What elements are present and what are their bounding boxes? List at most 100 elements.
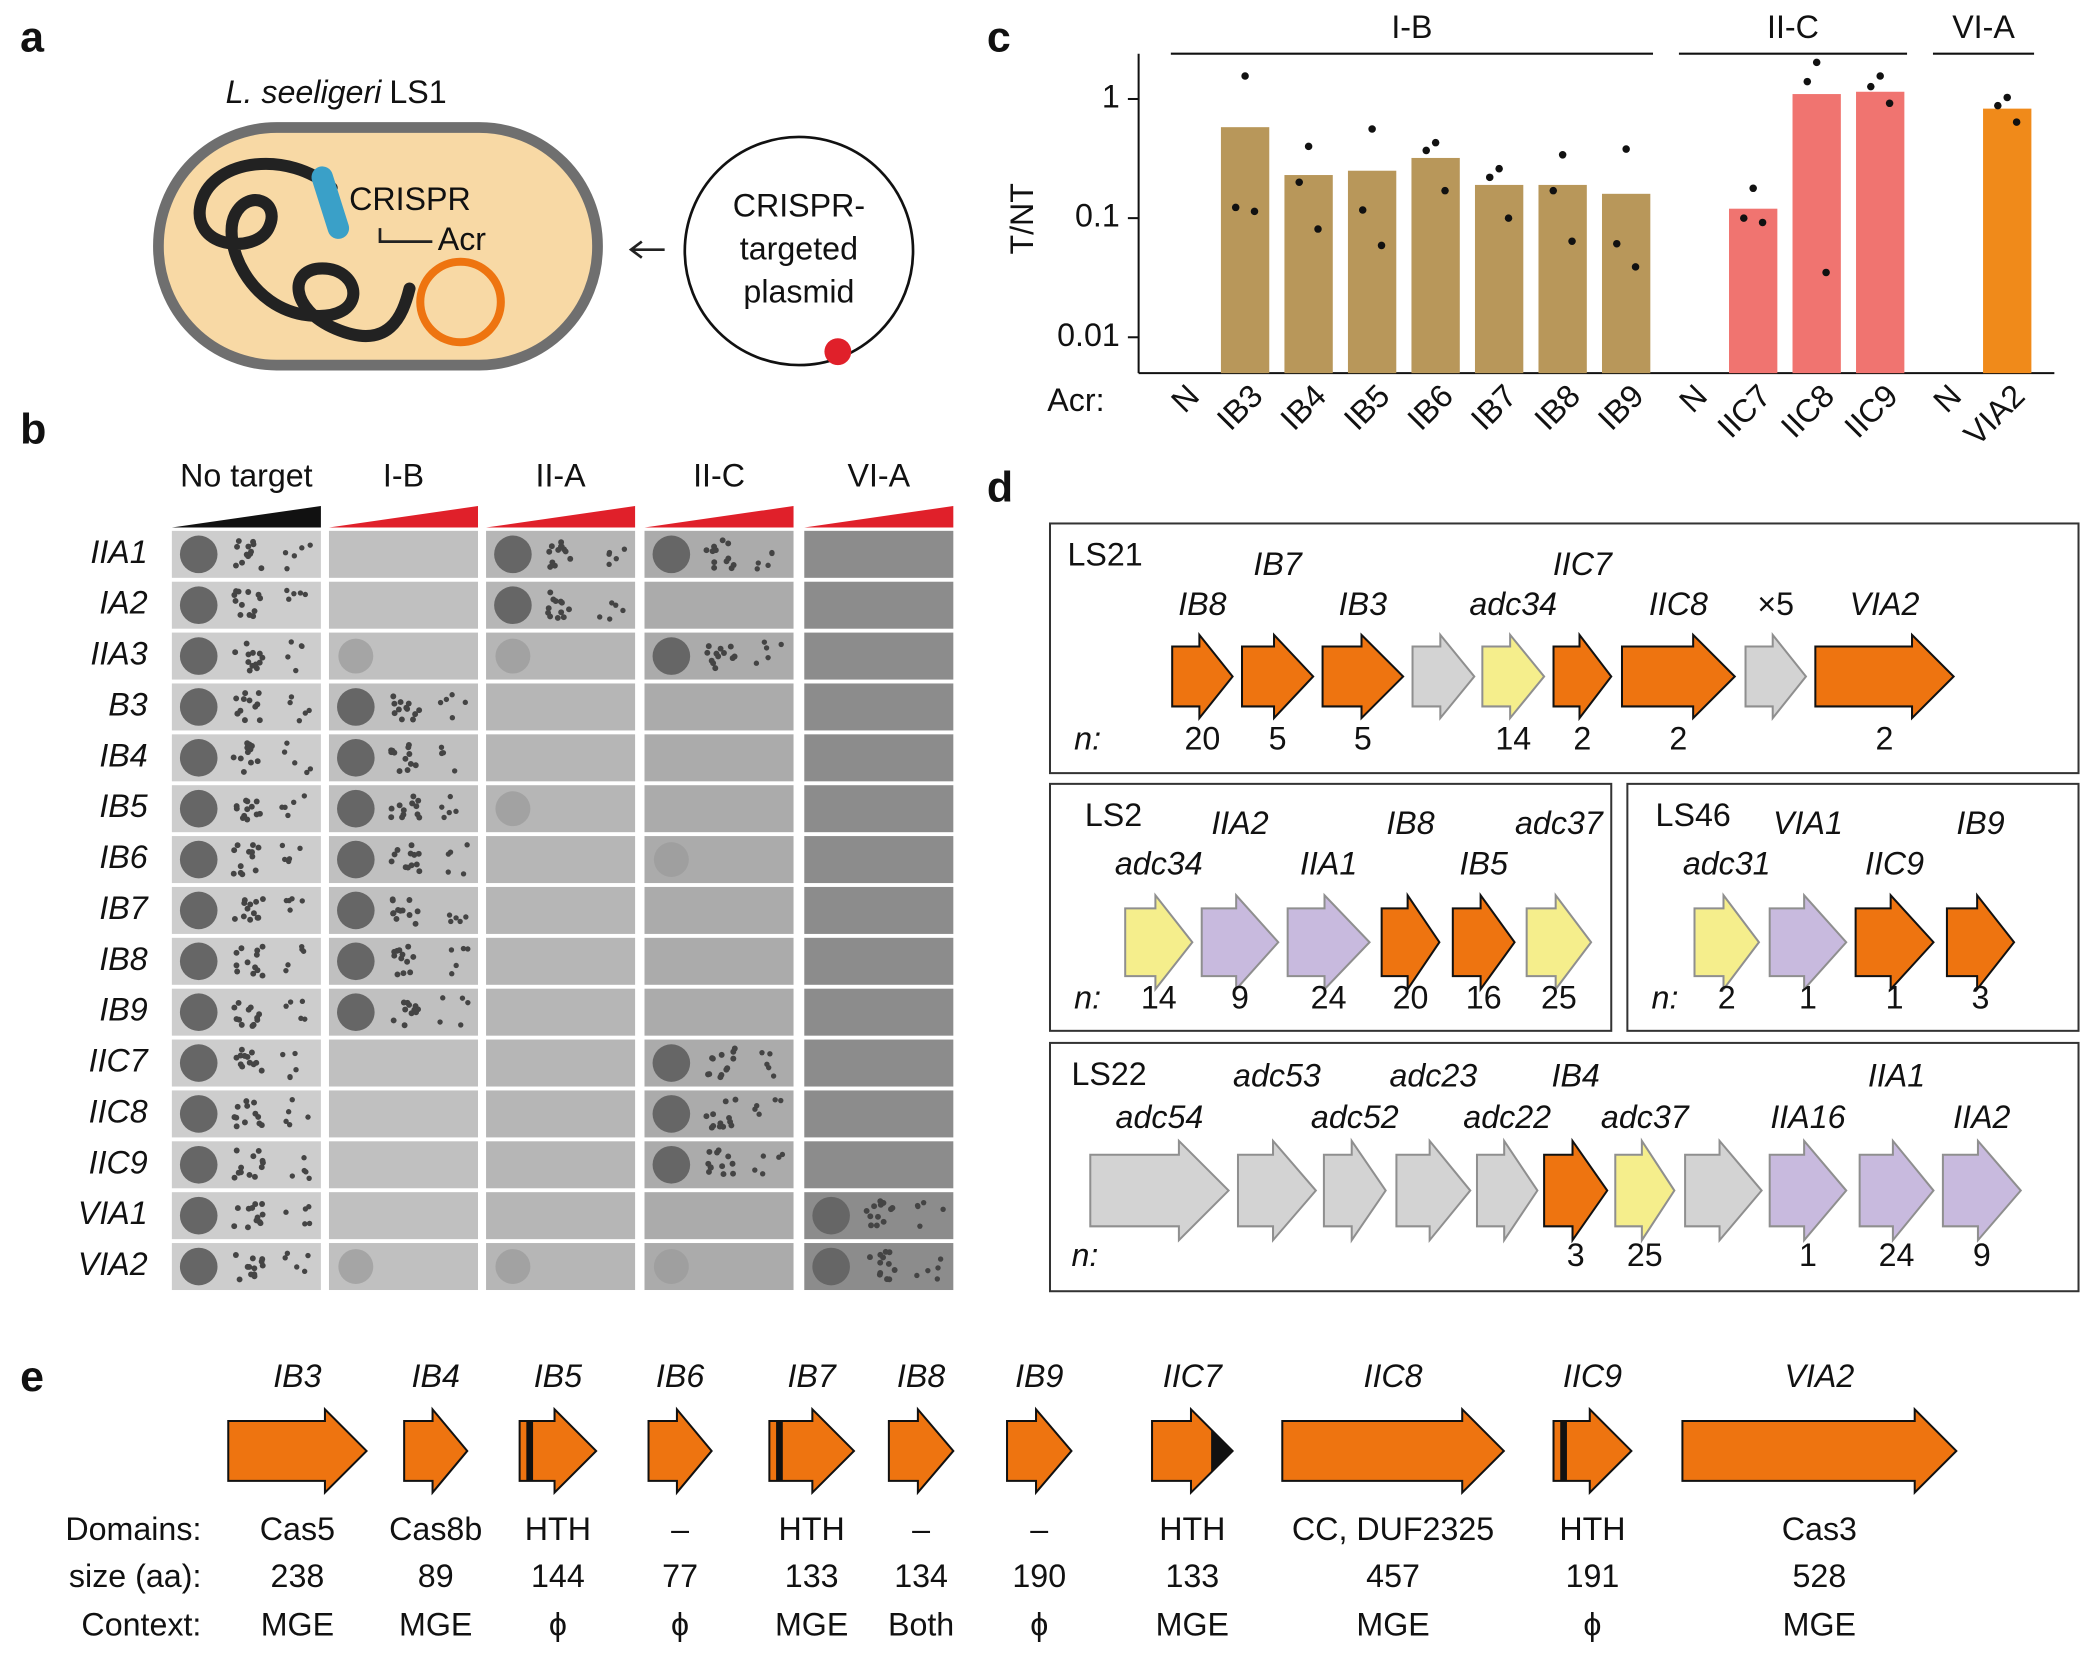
colony bbox=[247, 551, 254, 557]
colony bbox=[259, 972, 266, 979]
gene-arrow bbox=[1552, 1406, 1633, 1495]
faint-spot bbox=[495, 791, 531, 827]
colony bbox=[283, 1118, 289, 1125]
colony bbox=[765, 1064, 772, 1071]
colony bbox=[245, 651, 252, 658]
colony bbox=[237, 863, 244, 870]
colony bbox=[401, 1022, 408, 1029]
colony bbox=[725, 540, 732, 547]
plate-cell bbox=[644, 581, 794, 629]
gene-arrow bbox=[1768, 892, 1848, 992]
colony bbox=[282, 856, 288, 863]
plate-cell bbox=[644, 1192, 794, 1240]
colony bbox=[459, 995, 466, 1001]
faint-spot bbox=[495, 1249, 531, 1284]
n-label: n: bbox=[1074, 979, 1101, 1015]
gene-count: 2 bbox=[1573, 720, 1591, 756]
x-tick-label: N bbox=[1672, 377, 1714, 419]
bar bbox=[1983, 108, 2032, 374]
colony bbox=[251, 1265, 258, 1272]
colony bbox=[256, 659, 263, 666]
row-label: IIC8 bbox=[89, 1093, 148, 1129]
colony bbox=[238, 1164, 245, 1171]
colony bbox=[730, 1170, 736, 1177]
gene-label: IB9 bbox=[1015, 1358, 1063, 1394]
colony bbox=[286, 1121, 293, 1128]
colony bbox=[239, 871, 246, 878]
colony bbox=[241, 1052, 248, 1059]
colony bbox=[249, 853, 256, 860]
colony bbox=[463, 914, 469, 920]
x-tick-label: N bbox=[1164, 377, 1206, 419]
y-axis-label: T/NT bbox=[1004, 183, 1040, 255]
colony bbox=[400, 970, 407, 977]
colony bbox=[412, 1006, 419, 1013]
colony bbox=[233, 588, 240, 595]
gene-count: 20 bbox=[1393, 979, 1429, 1015]
replicate-dot bbox=[1740, 214, 1748, 222]
colony bbox=[453, 962, 459, 969]
gene-label: IIC8 bbox=[1649, 586, 1708, 622]
replicate-dot bbox=[1295, 178, 1303, 187]
colony bbox=[306, 1175, 312, 1181]
plate-cell bbox=[328, 530, 479, 578]
bar bbox=[1792, 94, 1841, 374]
colony bbox=[390, 1017, 397, 1024]
gene-label: IIA16 bbox=[1770, 1099, 1845, 1135]
colony bbox=[259, 896, 266, 903]
colony bbox=[440, 995, 446, 1001]
colony bbox=[732, 1096, 739, 1103]
gene-count: 24 bbox=[1879, 1237, 1915, 1273]
colony bbox=[305, 1114, 311, 1120]
colony bbox=[621, 546, 628, 552]
spot bbox=[179, 891, 218, 930]
colony bbox=[245, 589, 252, 595]
gene-count: 2 bbox=[1669, 720, 1687, 756]
colony bbox=[402, 1006, 409, 1013]
replicate-dot bbox=[1622, 145, 1630, 153]
gene-arrow bbox=[1281, 1406, 1506, 1495]
gene-count: 3 bbox=[1972, 979, 1990, 1015]
colony bbox=[547, 613, 554, 620]
colony bbox=[388, 858, 395, 865]
row-label: IIC7 bbox=[89, 1043, 149, 1079]
plate-cell bbox=[486, 683, 636, 731]
colony bbox=[394, 947, 401, 954]
colony bbox=[443, 696, 450, 703]
colony bbox=[249, 1255, 256, 1262]
bar bbox=[1856, 91, 1905, 374]
gene-label: IIC8 bbox=[1364, 1358, 1423, 1394]
colony bbox=[390, 693, 397, 700]
gene-size: 457 bbox=[1366, 1558, 1420, 1594]
colony bbox=[241, 717, 248, 724]
colony bbox=[280, 1051, 286, 1058]
colony bbox=[304, 769, 310, 776]
colony bbox=[613, 602, 619, 608]
gene-label: adc34 bbox=[1115, 845, 1203, 881]
dilution-wedge bbox=[171, 506, 321, 528]
colony bbox=[729, 655, 736, 662]
colony bbox=[448, 947, 455, 953]
colony bbox=[284, 740, 290, 746]
colony bbox=[394, 971, 401, 978]
colony bbox=[245, 543, 252, 550]
colony bbox=[416, 707, 423, 714]
acr-plasmid bbox=[416, 257, 505, 347]
colony bbox=[236, 1276, 243, 1283]
colony bbox=[566, 606, 572, 613]
colony bbox=[412, 920, 419, 927]
colony bbox=[239, 559, 245, 566]
colony bbox=[620, 607, 626, 614]
row-label: VIA2 bbox=[78, 1246, 148, 1282]
gene-context: ϕ bbox=[1030, 1606, 1048, 1642]
spot bbox=[179, 739, 218, 777]
group-label: I-B bbox=[1391, 9, 1432, 45]
row-label: IB9 bbox=[99, 992, 147, 1028]
colony bbox=[448, 918, 454, 925]
spot bbox=[652, 535, 691, 574]
colony bbox=[920, 1199, 927, 1206]
colony bbox=[412, 711, 419, 718]
plate-cell bbox=[328, 1039, 479, 1087]
colony bbox=[891, 1267, 898, 1273]
